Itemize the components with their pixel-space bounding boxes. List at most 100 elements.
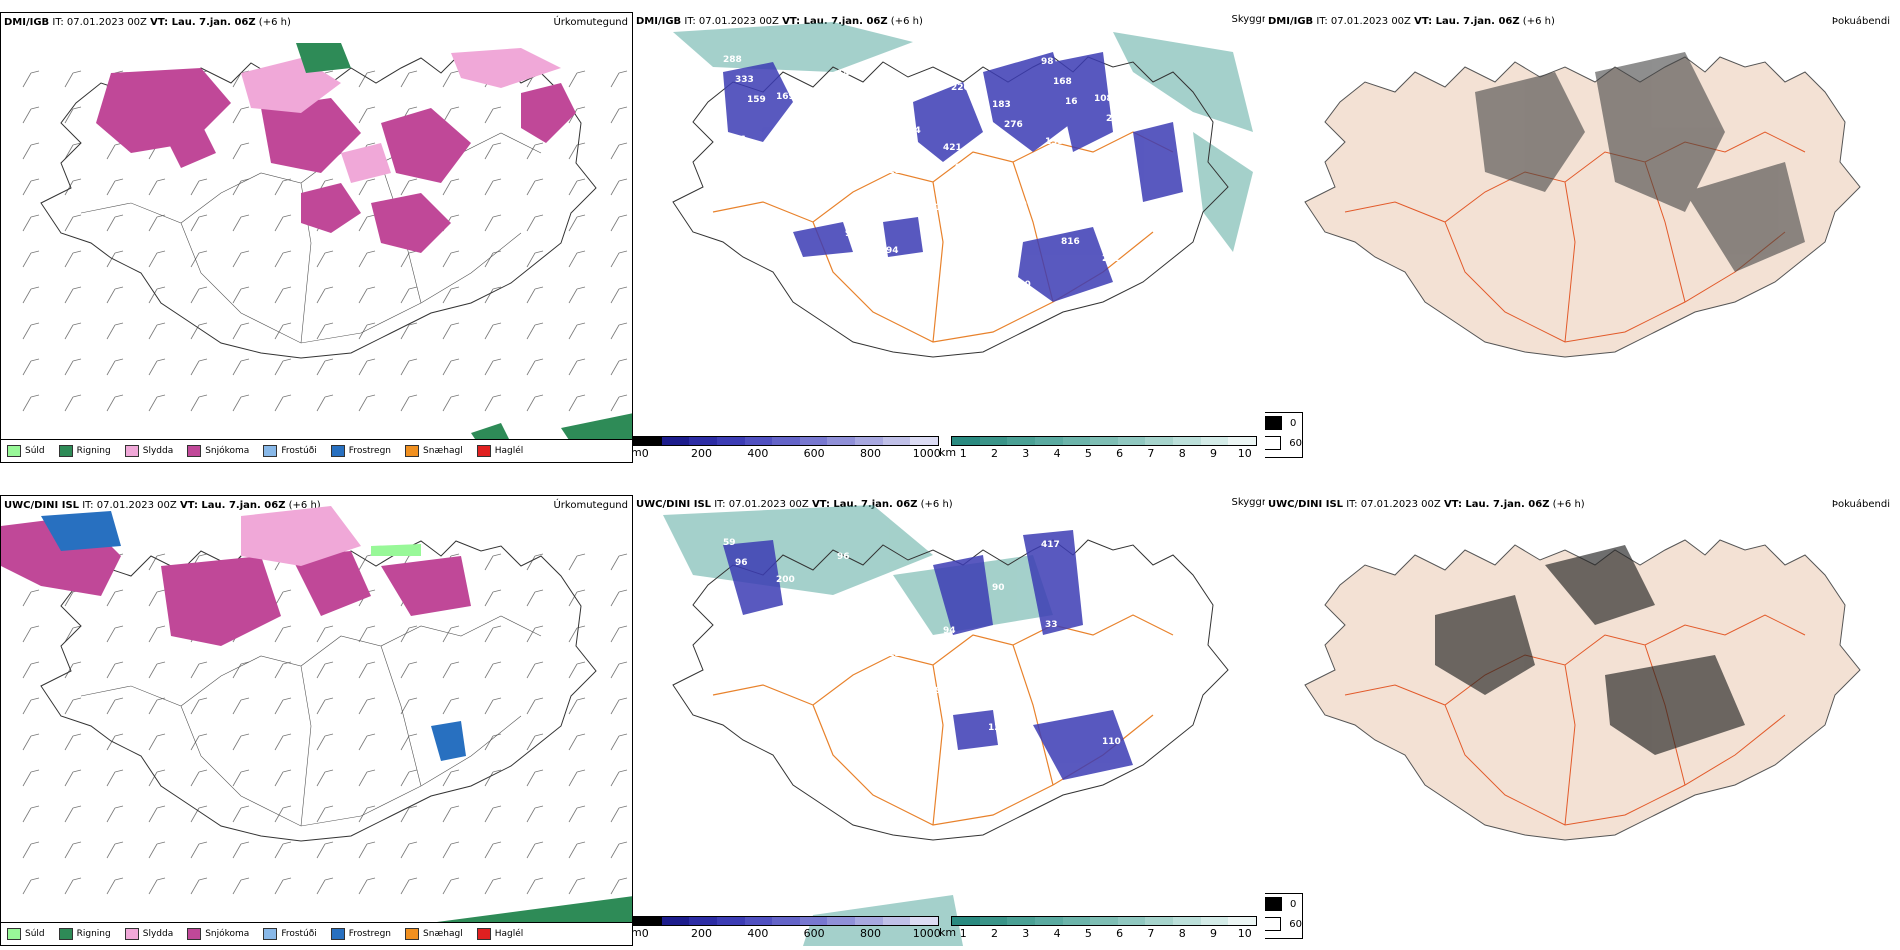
visibility-value-label: 220: [951, 83, 970, 93]
scale-cell: [1034, 437, 1063, 445]
legend-item: Súld: [7, 445, 45, 457]
visibility-value-label: 135: [800, 132, 819, 142]
legend-label: Slydda: [142, 929, 174, 939]
visibility-value-label: 122: [882, 649, 901, 659]
scale-cell: [1173, 917, 1201, 925]
scale-cell: [744, 437, 773, 445]
visibility-value-label: 138: [829, 612, 848, 622]
visibility-value-label: 421: [943, 143, 962, 153]
visibility-value-label: 151: [1110, 194, 1129, 204]
visibility-value-label: 195: [1045, 137, 1064, 147]
precip-header-row2: UWC/DINI ISL IT: 07.01.2023 00Z VT: Lau.…: [4, 500, 321, 511]
visibility-value-label: 94: [886, 246, 899, 256]
visibility-value-label: 150: [1012, 280, 1031, 290]
visibility-value-label: 111: [882, 166, 901, 176]
legend-swatch: [58, 445, 73, 457]
visibility-value-label: 333: [735, 75, 754, 85]
legend-swatch: [330, 445, 345, 457]
fog-map-row1: [1304, 52, 1861, 358]
scale-cell: [1062, 437, 1091, 445]
scale-cell: [910, 437, 939, 445]
elevation-scale-row2: 0 200 400 600 800 1000 m: [633, 916, 941, 940]
precip-legend-row1: Súld Rigning Slydda Snjókoma Frostúði Frostre…: [1, 439, 632, 462]
legend-item: Frostúði: [263, 928, 317, 940]
scale-cell: [772, 917, 800, 925]
legend-swatch: [405, 445, 420, 457]
visibility-value-label: 200: [776, 575, 795, 585]
visibility-panel-row1: DMI/IGB IT: 07.01.2023 00Z VT: Lau. 7.ja…: [633, 12, 1265, 463]
visibility-value-label: 156: [727, 135, 746, 145]
scale-tick-label: 5: [1084, 927, 1092, 940]
legend-swatch: [476, 928, 491, 940]
visibility-value-label: 380: [1008, 200, 1027, 210]
scale-cell: [689, 437, 717, 445]
scale-cell: [855, 917, 883, 925]
visibility-value-label: 50: [853, 169, 866, 179]
visibility-value-label: 288: [723, 55, 742, 65]
legend-swatch: [330, 928, 345, 940]
visibility-value-label: 169: [776, 92, 795, 102]
visibility-value-label: 85: [841, 149, 854, 159]
snow-area: [96, 68, 576, 253]
elevation-scale-row1: 0 200 400 600 800 1000 m: [633, 436, 941, 460]
fog-title-row1: Þokuábendi: [1831, 16, 1890, 27]
fog-panel-row2: UWC/DINI ISL IT: 07.01.2023 00Z VT: Lau.…: [1265, 495, 1900, 946]
visibility-map-row2: 5920013812296120417960141762571536390336…: [663, 505, 1229, 946]
rain-area: [296, 43, 632, 448]
scale-cell: [1228, 917, 1257, 925]
scale-tick-label: 0: [641, 447, 649, 460]
visibility-value-label: 104: [902, 126, 921, 136]
fog-legend-row1: 0 60: [1265, 412, 1303, 458]
visibility-map-row1: 288 169 93 111 151 195 98 108 156 105 219 94 91 183 19…: [672, 22, 1253, 358]
legend-label: Rigning: [76, 446, 111, 456]
scale-cell: [882, 437, 911, 445]
legend-label: Haglél: [494, 446, 524, 456]
fog-legend-swatch: [1265, 917, 1282, 931]
terrain-blue: [723, 52, 1183, 302]
legend-item: Snæhagl: [405, 445, 463, 457]
visibility-value-label: 254: [1049, 217, 1068, 227]
visibility-value-label: 135: [841, 632, 860, 642]
visibility-value-label: 63: [939, 546, 952, 556]
legend-item: Snæhagl: [405, 928, 463, 940]
visibility-value-label: 105: [780, 172, 799, 182]
legend-label: Frostregn: [348, 929, 392, 939]
visibility-value-label: 86: [743, 235, 756, 245]
visibility-value-label: 90: [784, 735, 797, 745]
scale-cell: [744, 917, 773, 925]
legend-swatch: [187, 445, 202, 457]
visibility-value-label: 200: [796, 272, 815, 282]
scale-tick-label: 1000: [912, 447, 941, 460]
legend-label: Súld: [25, 446, 45, 456]
visibility-value-label: 96: [935, 686, 948, 696]
scale-cell: [952, 917, 980, 925]
scale-tick-label: 3: [1022, 447, 1030, 460]
vis-header-row2: UWC/DINI ISL IT: 07.01.2023 00Z VT: Lau.…: [636, 499, 953, 510]
snow-area: [1, 516, 471, 646]
visibility-value-label: 96: [955, 163, 968, 173]
scale-cell: [634, 917, 662, 925]
scale-cell: [799, 437, 828, 445]
drizzle-area: [371, 544, 421, 556]
scale-tick-label: 10: [1237, 927, 1252, 940]
visibility-value-label: 94: [943, 626, 956, 636]
scale-cell: [689, 917, 717, 925]
fog-legend-swatch: [1265, 436, 1282, 450]
legend-swatch: [7, 928, 21, 940]
visibility-value-label: 66: [731, 698, 744, 708]
visibility-value-label: 219: [833, 209, 852, 219]
legend-swatch: [476, 445, 491, 457]
scale-tick-label: 400: [747, 927, 769, 940]
scale-tick-label: 800: [859, 447, 881, 460]
scale-cell: [979, 917, 1008, 925]
visibility-value-label: 112: [731, 215, 750, 225]
scale-tick-label: 9: [1209, 447, 1217, 460]
fog-legend-label: 0: [1290, 417, 1297, 429]
visibility-value-label: 112: [788, 112, 807, 122]
visibility-value-label: 93: [890, 589, 903, 599]
scale-cell: [1062, 917, 1091, 925]
scale-cell: [827, 917, 856, 925]
scale-cell: [1173, 437, 1201, 445]
legend-label: Súld: [25, 929, 45, 939]
visibility-value-label: 141: [1049, 700, 1068, 710]
